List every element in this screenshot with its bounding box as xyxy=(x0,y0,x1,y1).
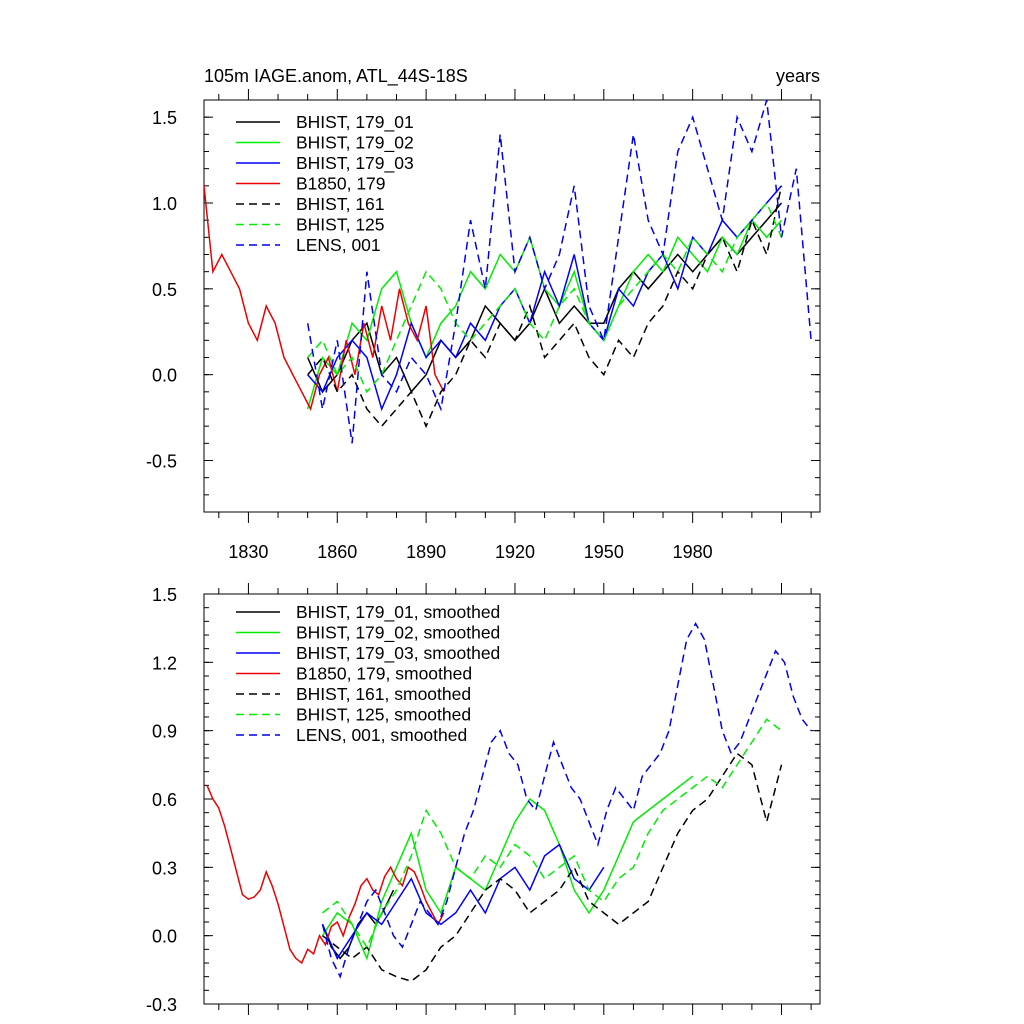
bottom-ytick-label: 0.9 xyxy=(152,722,177,742)
series-line-lens-001-smoothed xyxy=(321,622,812,979)
bottom-ticks: -0.3 0.0 0.3 0.6 0.9 1.2 1.5 xyxy=(146,583,820,1015)
legend-label: BHIST, 161, smoothed xyxy=(296,684,471,704)
top-panel: 105m IAGE.anom, ATL_44S-18S years -0.5 0.… xyxy=(146,66,821,562)
top-xtick-label: 1890 xyxy=(406,542,446,562)
series-line-b1850-179-smoothed xyxy=(206,785,445,965)
bottom-ytick-label: 0.0 xyxy=(152,927,177,947)
top-xtick-label: 1830 xyxy=(228,542,268,562)
top-xtick-label: 1950 xyxy=(584,542,624,562)
bottom-ytick-label: 0.6 xyxy=(152,790,177,810)
legend-label: BHIST, 179_01, smoothed xyxy=(296,602,500,623)
series-line-bhist-125-smoothed xyxy=(322,718,782,949)
legend-label: BHIST, 179_02, smoothed xyxy=(296,623,500,644)
series-line-bhist-179-03 xyxy=(307,185,783,412)
top-ytick-label: 1.5 xyxy=(152,108,177,128)
bottom-ytick-label: 1.2 xyxy=(152,653,177,673)
top-xtick-label: 1980 xyxy=(673,542,713,562)
legend-label: BHIST, 179_03, smoothed xyxy=(296,643,500,664)
top-xtick-label: 1860 xyxy=(317,542,357,562)
top-ytick-label: 0.5 xyxy=(152,280,177,300)
top-ytick-label: -0.5 xyxy=(146,452,177,472)
top-ytick-label: 0.0 xyxy=(152,366,177,386)
top-chart-units: years xyxy=(776,66,820,86)
series-line-lens-001 xyxy=(306,100,812,444)
legend-label: B1850, 179, smoothed xyxy=(296,664,472,684)
bottom-ytick-label: -0.3 xyxy=(146,995,177,1015)
legend-label: BHIST, 179_03 xyxy=(296,153,414,174)
series-line-bhist-179-03-smoothed xyxy=(321,843,605,960)
top-xtick-label: 1920 xyxy=(495,542,535,562)
top-ticks: -0.5 0.0 0.5 1.0 1.5 1830 1860 1890 1920 1950 1980 xyxy=(146,89,820,562)
bottom-series xyxy=(206,622,812,983)
legend-label: BHIST, 125, smoothed xyxy=(296,705,471,725)
series-line-bhist-179-02-smoothed xyxy=(321,775,694,961)
bottom-ytick-label: 1.5 xyxy=(152,585,177,605)
legend-label: BHIST, 125 xyxy=(296,215,385,235)
legend-label: BHIST, 161 xyxy=(296,194,385,214)
series-line-bhist-161 xyxy=(307,185,783,429)
legend-label: BHIST, 179_01 xyxy=(296,112,414,133)
series-line-bhist-161-smoothed xyxy=(322,752,783,983)
top-chart-title: 105m IAGE.anom, ATL_44S-18S xyxy=(204,66,468,87)
bottom-panel: -0.3 0.0 0.3 0.6 0.9 1.2 1.5 BHIST, 179_01, sm… xyxy=(146,583,821,1015)
top-series xyxy=(204,100,812,444)
series-line-b1850-179 xyxy=(204,185,445,412)
legend-label: LENS, 001, smoothed xyxy=(296,725,467,745)
legend-label: LENS, 001 xyxy=(296,235,381,255)
bottom-ytick-label: 0.3 xyxy=(152,858,177,878)
legend-label: BHIST, 179_02 xyxy=(296,133,414,154)
legend-label: B1850, 179 xyxy=(296,174,386,194)
top-ytick-label: 1.0 xyxy=(152,194,177,214)
